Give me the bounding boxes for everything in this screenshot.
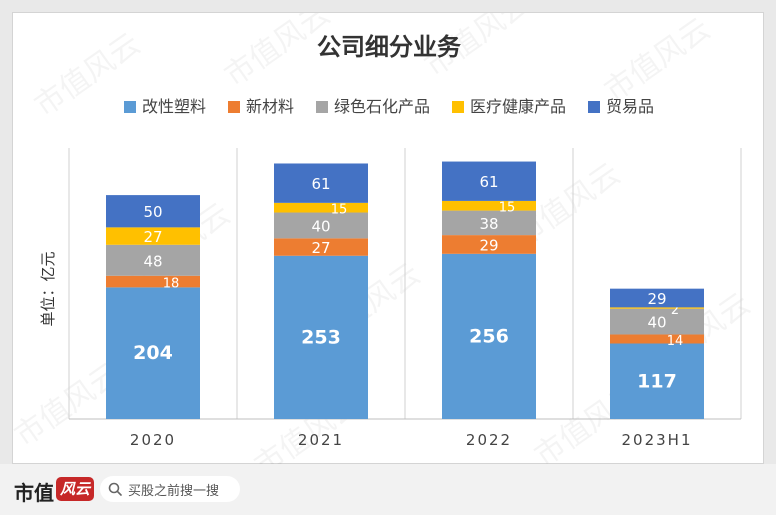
bar-segment: [610, 334, 704, 344]
bar-segment: [442, 161, 536, 201]
bar-segment: [274, 212, 368, 239]
bar-segment: [610, 308, 704, 335]
watermark-text: 市值风云: [598, 13, 716, 109]
chart-card: 市值风云市值风云市值风云市值风云市值风云市值风云市值风云市值风云市值风云市值风云…: [12, 12, 764, 465]
legend-item: 新材料: [228, 97, 294, 116]
data-label: 40: [311, 217, 330, 235]
data-label: 38: [479, 215, 498, 233]
x-tick-label: 2022: [466, 431, 512, 449]
data-label: 40: [647, 314, 666, 332]
legend-swatch: [124, 101, 136, 113]
legend-swatch: [452, 101, 464, 113]
data-label: 48: [143, 252, 162, 270]
legend-item: 贸易品: [588, 97, 654, 116]
legend-item: 改性塑料: [124, 97, 206, 116]
legend-swatch: [588, 101, 600, 113]
legend-label: 改性塑料: [142, 97, 206, 116]
bar-segment: [442, 200, 536, 211]
legend-swatch: [228, 101, 240, 113]
bar-segment: [106, 275, 200, 288]
data-label: 61: [479, 173, 498, 191]
legend-label: 绿色石化产品: [334, 97, 430, 116]
legend-item: 医疗健康产品: [452, 97, 566, 116]
bar-segment: [106, 227, 200, 245]
bars: 2041848275025327401561256293815611171440…: [106, 161, 704, 419]
legend-label: 新材料: [246, 97, 294, 116]
data-label: 2: [671, 303, 679, 318]
data-label: 15: [331, 203, 348, 218]
bar-segment: [106, 195, 200, 228]
legend-swatch: [316, 101, 328, 113]
chart: 市值风云市值风云市值风云市值风云市值风云市值风云市值风云市值风云市值风云市值风云…: [13, 13, 757, 465]
legend: 改性塑料 新材料 绿色石化产品 医疗健康产品 贸易品: [124, 97, 654, 116]
search-placeholder: 买股之前搜一搜: [128, 483, 220, 499]
data-label: 27: [143, 228, 162, 246]
brand-logo-text: 市值: [14, 481, 54, 505]
data-label: 256: [469, 325, 509, 347]
x-axis-tick-labels: 2020 2021 2022 2023H1: [130, 431, 693, 449]
bar-segment: [274, 202, 368, 213]
bar-segment: [610, 307, 704, 309]
bar-segment: [106, 287, 200, 419]
data-label: 50: [143, 203, 162, 221]
bar-segment: [274, 255, 368, 419]
data-label: 117: [637, 370, 677, 392]
legend-item: 绿色石化产品: [316, 97, 430, 116]
data-label: 61: [311, 175, 330, 193]
search-icon: [108, 482, 122, 496]
footer-bar: 市值 风云 买股之前搜一搜: [0, 464, 776, 515]
bar-segment: [610, 343, 704, 419]
bar-segment: [274, 163, 368, 203]
data-label: 15: [499, 201, 516, 216]
data-label: 27: [311, 239, 330, 257]
data-label: 29: [647, 290, 666, 308]
bar-segment: [274, 238, 368, 256]
legend-label: 医疗健康产品: [470, 97, 566, 116]
y-axis-label: 单位：亿元: [39, 251, 57, 326]
brand-logo-badge: 风云: [56, 477, 94, 501]
bar-segment: [442, 253, 536, 419]
data-label: 29: [479, 236, 498, 254]
bar-segment: [106, 244, 200, 276]
bar-segment: [442, 235, 536, 254]
x-tick-label: 2020: [130, 431, 176, 449]
x-tick-label: 2023H1: [622, 431, 693, 449]
chart-title: 公司细分业务: [317, 33, 462, 61]
bar-segment: [442, 210, 536, 236]
x-tick-label: 2021: [298, 431, 344, 449]
data-label: 253: [301, 326, 341, 348]
search-box[interactable]: 买股之前搜一搜: [100, 476, 240, 502]
data-label: 18: [163, 277, 180, 292]
data-label: 204: [133, 342, 173, 364]
bar-segment: [610, 288, 704, 308]
legend-label: 贸易品: [606, 97, 654, 116]
data-label: 14: [667, 334, 684, 349]
